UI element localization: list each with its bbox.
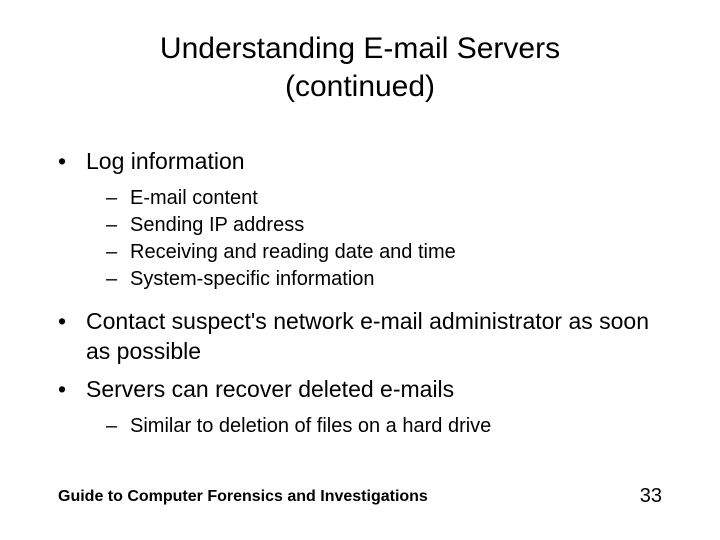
slide-footer: Guide to Computer Forensics and Investig… [0,485,720,508]
bullet-marker: • [58,307,86,367]
bullet-item: • Contact suspect's network e-mail admin… [58,307,670,367]
title-line-1: Understanding E-mail Servers [160,32,560,65]
sub-bullet-item: – E-mail content [106,185,670,212]
bullet-item: • Log information [58,147,670,177]
sub-bullet-group: – E-mail content – Sending IP address – … [58,185,670,293]
sub-bullet-text: Sending IP address [130,212,670,239]
sub-bullet-marker: – [106,212,130,239]
bullet-marker: • [58,147,86,177]
slide-title: Understanding E-mail Servers (continued) [50,30,670,105]
sub-bullet-text: System-specific information [130,266,670,293]
bullet-text: Log information [86,147,670,177]
sub-bullet-marker: – [106,185,130,212]
sub-bullet-text: Similar to deletion of files on a hard d… [130,413,670,440]
sub-bullet-item: – Receiving and reading date and time [106,239,670,266]
sub-bullet-text: Receiving and reading date and time [130,239,670,266]
bullet-marker: • [58,375,86,405]
slide-content: • Log information – E-mail content – Sen… [50,147,670,440]
bullet-text: Servers can recover deleted e-mails [86,375,670,405]
sub-bullet-item: – System-specific information [106,266,670,293]
bullet-item: • Servers can recover deleted e-mails [58,375,670,405]
bullet-text: Contact suspect's network e-mail adminis… [86,307,670,367]
sub-bullet-text: E-mail content [130,185,670,212]
footer-text: Guide to Computer Forensics and Investig… [58,488,428,506]
sub-bullet-group: – Similar to deletion of files on a hard… [58,413,670,440]
sub-bullet-item: – Sending IP address [106,212,670,239]
sub-bullet-marker: – [106,413,130,440]
page-number: 33 [640,485,662,508]
sub-bullet-marker: – [106,239,130,266]
title-line-2: (continued) [285,70,435,103]
sub-bullet-marker: – [106,266,130,293]
sub-bullet-item: – Similar to deletion of files on a hard… [106,413,670,440]
